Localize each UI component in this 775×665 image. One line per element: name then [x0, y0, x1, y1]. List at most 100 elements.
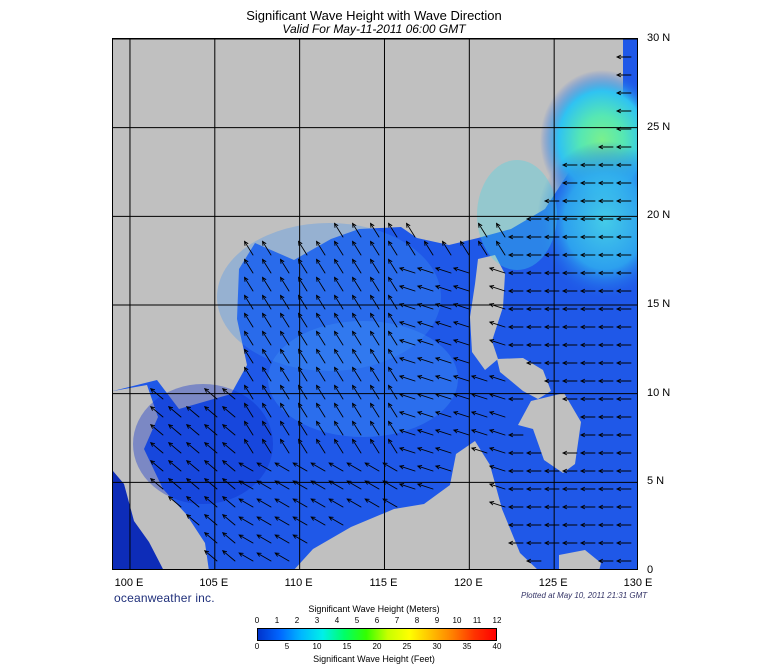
taiwan-east-wave-band [477, 160, 557, 270]
lon-label-110: 110 E [284, 577, 313, 589]
wave-direction-arrow [310, 480, 326, 490]
wave-direction-arrow [382, 462, 398, 472]
wave-direction-arrow [561, 396, 578, 402]
wave-direction-arrow [615, 486, 632, 492]
wave-direction-arrow [221, 478, 236, 490]
wave-direction-arrow [597, 270, 614, 276]
wave-direction-arrow [579, 324, 596, 330]
wave-direction-arrow [297, 348, 308, 364]
wave-direction-arrow [507, 504, 524, 510]
wave-direction-arrow [315, 402, 326, 418]
wave-height-map [113, 39, 637, 569]
wave-direction-arrow [579, 252, 596, 258]
wave-direction-arrow [525, 486, 542, 492]
wave-direction-arrow [297, 402, 308, 418]
lon-label-125: 125 E [538, 577, 568, 589]
lon-label-130: 130 E [623, 577, 653, 589]
wave-direction-arrow [579, 450, 596, 456]
wave-direction-arrow [398, 393, 416, 400]
wave-direction-arrow [434, 303, 452, 310]
wave-direction-arrow [615, 414, 632, 420]
wave-direction-arrow [279, 294, 290, 310]
wave-direction-arrow [615, 126, 632, 132]
wave-direction-arrow [488, 447, 506, 454]
wave-direction-arrow [452, 285, 470, 292]
meter-tick-6: 6 [374, 616, 380, 625]
wave-direction-arrow [369, 240, 380, 256]
wave-direction-arrow [579, 180, 596, 186]
wave-direction-arrow [203, 496, 218, 508]
wave-direction-arrow [315, 348, 326, 364]
wave-direction-arrow [315, 312, 326, 328]
wave-direction-arrow [507, 468, 524, 474]
lon-label-120: 120 E [453, 577, 483, 589]
wave-direction-arrow [543, 306, 560, 312]
wave-direction-arrow [185, 424, 200, 436]
taiwan-island [478, 134, 511, 201]
chart-subtitle: Valid For May-11-2011 06:00 GMT [282, 22, 466, 36]
wave-direction-arrow [221, 388, 236, 400]
wave-direction-arrow [507, 450, 524, 456]
wave-direction-arrow [561, 522, 578, 528]
wave-height-color-bar [257, 628, 497, 641]
wave-direction-arrow [398, 375, 416, 382]
wave-direction-arrow [387, 222, 398, 238]
wave-direction-arrow [203, 388, 218, 400]
wave-direction-arrow [597, 540, 614, 546]
wave-direction-arrow [452, 429, 470, 436]
wave-direction-arrow [488, 285, 506, 292]
wave-direction-arrow [579, 216, 596, 222]
wave-direction-arrow [543, 198, 560, 204]
wave-direction-arrow [561, 378, 578, 384]
wave-direction-arrow [167, 496, 182, 508]
wave-direction-arrow [615, 378, 632, 384]
wave-direction-arrow [488, 411, 506, 418]
wave-direction-arrow [333, 438, 344, 454]
wave-direction-arrow [351, 312, 362, 328]
wave-direction-arrow [416, 429, 434, 436]
wave-direction-arrow [488, 465, 506, 472]
wave-direction-arrow [297, 312, 308, 328]
wave-direction-arrow [488, 339, 506, 346]
wave-direction-arrow [256, 552, 272, 562]
wave-direction-arrow [452, 303, 470, 310]
wave-direction-arrow [543, 468, 560, 474]
wave-direction-arrow [328, 480, 344, 490]
wave-direction-arrow [398, 303, 416, 310]
wave-direction-arrow [507, 486, 524, 492]
wave-direction-arrow [279, 330, 290, 346]
wave-direction-arrow [382, 480, 398, 490]
wave-direction-arrow [434, 321, 452, 328]
wave-direction-arrow [369, 366, 380, 382]
wave-direction-arrow [561, 450, 578, 456]
wave-direction-arrow [597, 504, 614, 510]
wave-direction-arrow [369, 258, 380, 274]
wave-direction-arrow [398, 267, 416, 274]
wave-direction-arrow [405, 222, 416, 238]
lat-label-5: 5 N [647, 475, 665, 488]
wave-direction-arrow [525, 252, 542, 258]
wave-direction-arrow [488, 303, 506, 310]
legend-feet-scale: 0 5 10 15 20 25 30 35 40 [255, 642, 502, 652]
wave-direction-arrow [328, 462, 344, 472]
wave-direction-arrow [561, 324, 578, 330]
wave-direction-arrow [459, 240, 470, 256]
wave-direction-arrow [310, 498, 326, 508]
wave-direction-arrow [256, 480, 272, 490]
wave-direction-arrow [495, 240, 506, 256]
wave-direction-arrow [615, 558, 632, 564]
visayas-islands [497, 358, 551, 399]
wave-direction-arrow [398, 429, 416, 436]
wave-direction-arrow [561, 252, 578, 258]
wave-direction-arrow [470, 375, 488, 382]
wave-direction-arrow [297, 294, 308, 310]
wave-direction-arrow [221, 496, 236, 508]
wave-direction-arrow [274, 462, 290, 472]
borneo-island [294, 441, 537, 569]
wave-direction-arrow [346, 498, 362, 508]
wave-direction-arrow [351, 348, 362, 364]
wave-direction-arrow [543, 504, 560, 510]
meter-tick-5: 5 [354, 616, 360, 625]
wave-direction-arrow [387, 276, 398, 292]
wave-direction-arrow [434, 375, 452, 382]
